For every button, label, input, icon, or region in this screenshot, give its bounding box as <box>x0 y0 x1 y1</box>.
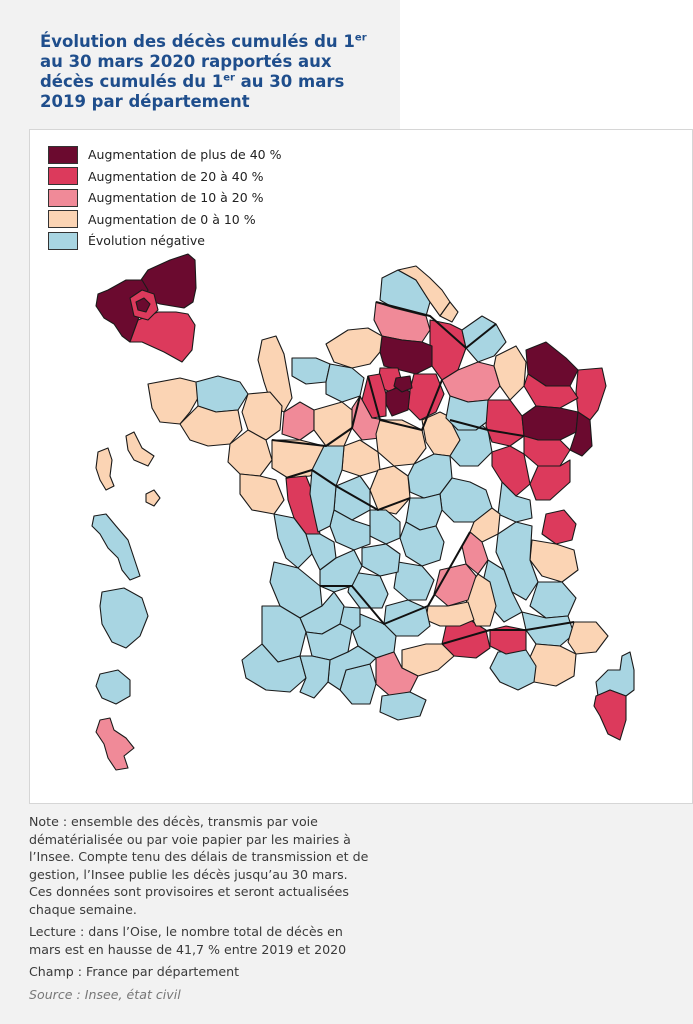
dept-vendee <box>239 473 285 515</box>
guadeloupe-islet <box>145 489 161 507</box>
footnotes: Note : ensemble des décès, transmis par … <box>29 813 374 1008</box>
dept-vienne <box>309 469 337 533</box>
legend-swatch <box>48 145 78 164</box>
dept-doubs <box>529 459 571 501</box>
legend-item-0-10: Augmentation de 0 à 10 % <box>48 209 281 231</box>
header-background <box>400 0 693 130</box>
dept-haute-savoie <box>541 509 577 545</box>
dept-corse-du-sud <box>593 689 627 741</box>
mainland-departments <box>147 265 635 741</box>
page-title: Évolution des décès cumulés du 1er au 30… <box>40 32 367 111</box>
france-map <box>91 253 635 771</box>
map-legend: Augmentation de plus de 40 % Augmentatio… <box>48 144 281 252</box>
dept-meuse <box>493 345 527 401</box>
dept-charente-maritime <box>273 513 313 569</box>
source-text: Source : Insee, état civil <box>29 986 181 1002</box>
idf-paris <box>135 297 151 313</box>
legend-item-over-40: Augmentation de plus de 40 % <box>48 144 281 166</box>
dept-somme <box>373 301 431 343</box>
dept-haute-vienne <box>329 509 371 551</box>
dept-oise <box>379 335 433 375</box>
dept-orne <box>325 363 365 403</box>
dept-bouches-du-rhone <box>489 649 537 691</box>
dept-herault <box>401 643 455 677</box>
dept-haute-garonne <box>327 645 377 691</box>
reunion <box>95 669 131 705</box>
dept-loir-et-cher <box>341 439 381 477</box>
legend-item-10-20: Augmentation de 10 à 20 % <box>48 187 281 209</box>
legend-item-20-40: Augmentation de 20 à 40 % <box>48 166 281 188</box>
dept-finistere <box>147 377 199 425</box>
region-boundary <box>285 469 411 511</box>
dept-haut-rhin <box>569 411 593 457</box>
dept-loiret <box>375 419 427 467</box>
dept-haute-corse <box>595 651 635 697</box>
region-boundary <box>449 419 525 437</box>
dept-pyrenees-orientales <box>379 691 427 721</box>
lecture-text: Lecture : dans l’Oise, le nombre total d… <box>29 924 347 957</box>
region-boundary <box>367 375 443 431</box>
dept-cotes-darmor <box>195 375 249 413</box>
legend-label: Évolution négative <box>88 233 205 249</box>
ile-de-france-inset <box>95 253 197 363</box>
dept-lot <box>347 571 389 609</box>
legend-swatch <box>48 210 78 229</box>
dept-aude <box>375 651 419 697</box>
dept-correze <box>361 543 401 577</box>
legend-label: Augmentation de plus de 40 % <box>88 147 282 163</box>
dept-manche <box>257 335 293 413</box>
region-boundary <box>271 395 361 447</box>
legend-swatch <box>48 167 78 186</box>
legend-item-negative: Évolution négative <box>48 230 281 252</box>
dept-eure <box>325 327 383 369</box>
legend-label: Augmentation de 0 à 10 % <box>88 211 256 227</box>
dept-haute-saone <box>523 435 571 467</box>
legend-swatch <box>48 231 78 250</box>
dept-morbihan <box>179 405 243 447</box>
region-boundary <box>320 531 471 625</box>
dept-alpes-maritimes <box>567 621 609 655</box>
dept-hautes-alpes <box>529 581 577 619</box>
dept-sarthe <box>313 401 353 447</box>
dept-creuse <box>369 509 401 545</box>
martinique <box>91 513 141 581</box>
champ-text: Champ : France par département <box>29 964 240 979</box>
dept-haute-marne <box>485 399 525 447</box>
region-boundary <box>441 621 575 645</box>
dept-cantal <box>393 561 435 601</box>
dept-alpes-de-haute-provence <box>521 611 575 647</box>
guyane <box>99 587 149 649</box>
dept-savoie <box>529 539 579 583</box>
mayotte <box>95 717 135 771</box>
dept-ardennes <box>461 315 507 363</box>
overseas-departments <box>91 431 161 771</box>
dept-loire-atlantique <box>227 429 273 477</box>
dept-calvados <box>291 357 331 385</box>
dept-ille-et-vilaine <box>241 391 283 441</box>
dept-north-east <box>439 301 459 323</box>
dept-isere <box>495 521 539 601</box>
region-boundary <box>375 301 497 349</box>
legend-label: Augmentation de 20 à 40 % <box>88 168 264 184</box>
dept-jura <box>491 445 531 497</box>
legend-swatch <box>48 188 78 207</box>
map-panel: Augmentation de plus de 40 % Augmentatio… <box>29 129 693 804</box>
dept-vosges <box>521 405 579 441</box>
legend-label: Augmentation de 10 à 20 % <box>88 190 264 206</box>
dept-puy-de-dome <box>399 521 445 567</box>
region-boundaries <box>271 301 575 645</box>
idf-essonne <box>129 311 196 363</box>
dept-cher <box>369 465 411 515</box>
note-text: Note : ensemble des décès, transmis par … <box>29 814 369 917</box>
dept-hautes-pyrenees <box>299 655 331 699</box>
dept-lozere <box>425 601 475 627</box>
dept-paris-ring <box>393 375 413 393</box>
guadeloupe <box>95 431 155 491</box>
dept-bas-rhin <box>575 367 607 421</box>
